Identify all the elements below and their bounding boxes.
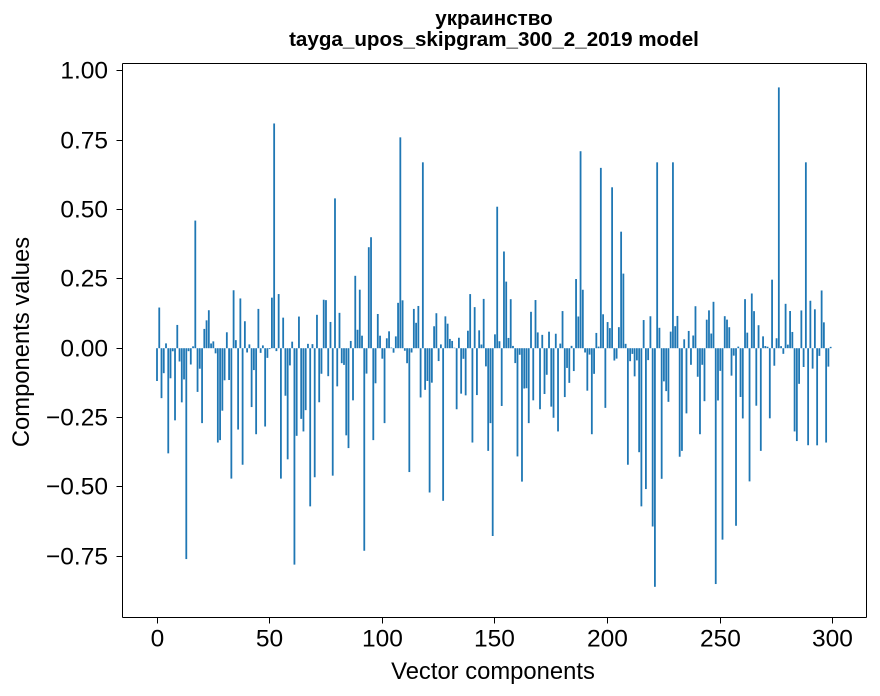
svg-text:−0.50: −0.50 bbox=[46, 474, 108, 501]
svg-text:−0.75: −0.75 bbox=[46, 544, 108, 571]
svg-text:1.00: 1.00 bbox=[60, 58, 108, 85]
svg-text:0: 0 bbox=[151, 626, 165, 653]
svg-text:250: 250 bbox=[700, 626, 741, 653]
svg-text:0.75: 0.75 bbox=[60, 128, 108, 155]
svg-text:0.25: 0.25 bbox=[60, 266, 108, 293]
svg-text:0.00: 0.00 bbox=[60, 336, 108, 363]
svg-text:50: 50 bbox=[256, 626, 283, 653]
svg-text:100: 100 bbox=[362, 626, 403, 653]
svg-text:150: 150 bbox=[474, 626, 515, 653]
svg-text:0.50: 0.50 bbox=[60, 197, 108, 224]
svg-text:−0.25: −0.25 bbox=[46, 405, 108, 432]
svg-text:300: 300 bbox=[812, 626, 853, 653]
svg-text:200: 200 bbox=[587, 626, 628, 653]
